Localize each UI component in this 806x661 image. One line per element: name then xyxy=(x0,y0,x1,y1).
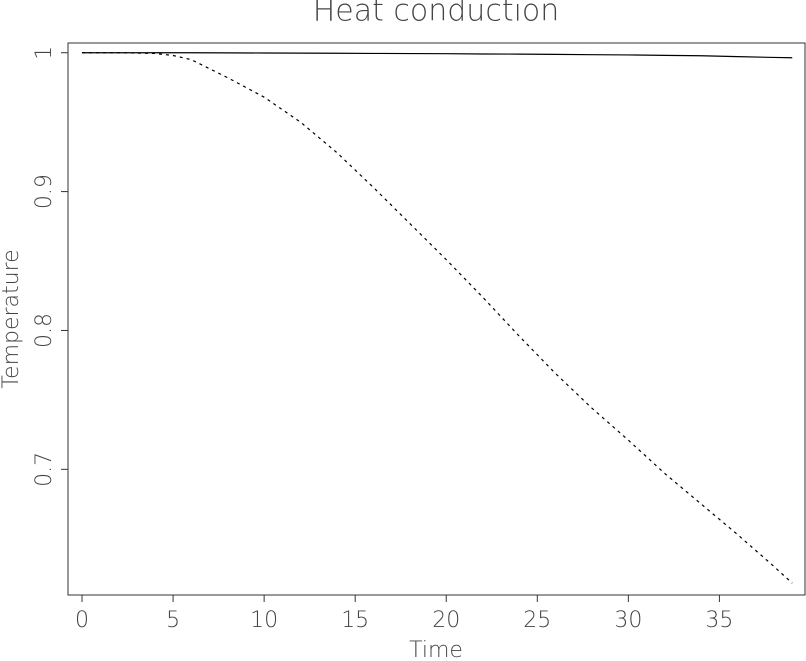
plot-frame xyxy=(67,42,806,596)
x-tick-label: 30 xyxy=(614,608,642,633)
y-tick-label: 0.7 xyxy=(32,452,57,487)
y-tick-label: 0.8 xyxy=(32,313,57,348)
x-tick-label: 5 xyxy=(166,608,180,633)
x-tick-label: 15 xyxy=(341,608,369,633)
x-tick-label: 0 xyxy=(75,608,89,633)
series-line xyxy=(82,52,793,584)
y-axis-label: Temperature xyxy=(0,249,24,388)
y-tick-label: 1 xyxy=(32,46,57,60)
series-line xyxy=(82,52,793,59)
x-tick-label: 20 xyxy=(432,608,460,633)
x-tick-label: 10 xyxy=(250,608,278,633)
y-tick-label: 0.9 xyxy=(32,174,57,209)
x-tick-label: 35 xyxy=(705,608,733,633)
x-tick-label: 25 xyxy=(523,608,551,633)
x-axis-label: Time xyxy=(409,638,463,661)
chart-title: Heat conduction xyxy=(313,0,560,29)
